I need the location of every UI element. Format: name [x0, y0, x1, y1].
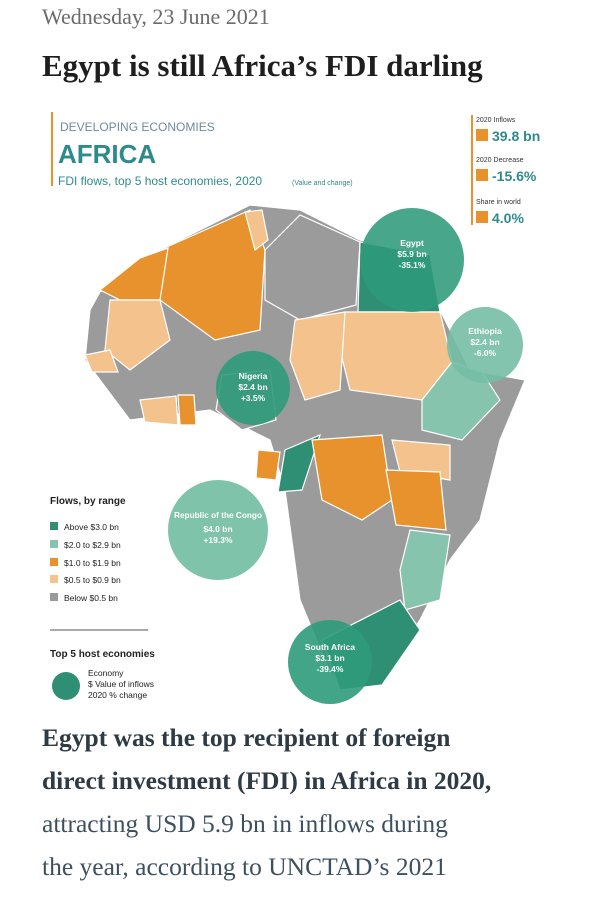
bubble-change: -6.0% — [474, 348, 497, 358]
paragraph-line: Egypt was the top recipient of foreign — [42, 723, 451, 752]
stat-label: Share in world — [476, 199, 521, 206]
region — [399, 529, 451, 611]
bubble-name: Republic of the Congo — [174, 510, 262, 520]
legend-label: $2.0 to $2.9 bn — [64, 540, 121, 550]
bubble — [216, 351, 290, 425]
stat-value: 4.0% — [492, 210, 524, 226]
region — [98, 247, 169, 301]
bubble-name: Ethiopia — [468, 326, 502, 336]
key-bubble — [52, 672, 80, 700]
heading: AFRICA — [58, 139, 156, 169]
date: Wednesday, 23 June 2021 — [42, 4, 270, 29]
bubble-value: $5.9 bn — [397, 249, 426, 259]
paragraph-line: the year, according to UNCTAD’s 2021 — [42, 852, 447, 881]
legend-label: Above $3.0 bn — [64, 522, 119, 532]
region — [311, 434, 393, 521]
stat-value: -15.6% — [492, 168, 537, 184]
key-line: Economy — [88, 668, 124, 678]
key-line: 2020 % change — [88, 690, 147, 700]
bubble-change: -35.1% — [399, 260, 426, 270]
bubble-name: Nigeria — [239, 371, 268, 381]
legend-label: $1.0 to $1.9 bn — [64, 558, 121, 568]
bubble-value: $2.4 bn — [238, 382, 267, 392]
region — [244, 209, 269, 252]
region — [104, 299, 171, 371]
region — [391, 439, 451, 481]
bubble-change: -39.4% — [317, 664, 344, 674]
stat-label: 2020 Decrease — [476, 157, 524, 164]
bubble-name: South Africa — [305, 642, 355, 652]
stat-label: 2020 Inflows — [476, 117, 516, 124]
bubble — [168, 480, 268, 580]
key-line: $ Value of inflows — [88, 679, 154, 689]
paragraph-line: attracting USD 5.9 bn in inflows during — [42, 809, 448, 838]
paragraph-line: direct investment (FDI) in Africa in 202… — [42, 766, 492, 795]
bubble-name: Egypt — [400, 238, 424, 248]
region — [385, 469, 447, 531]
subtitle-note: (Value and change) — [292, 180, 353, 187]
infographic: DEVELOPING ECONOMIES AFRICA FDI flows, t… — [50, 112, 540, 704]
region — [277, 433, 321, 493]
stat-icon — [476, 129, 488, 141]
region — [84, 349, 119, 373]
kicker: DEVELOPING ECONOMIES — [60, 120, 215, 134]
stat-icon — [476, 211, 488, 223]
legend-label: $0.5 to $0.9 bn — [64, 575, 121, 585]
bubble — [288, 620, 372, 704]
legend-title: Flows, by range — [50, 496, 126, 507]
legend-swatch — [50, 593, 58, 601]
legend-swatch — [50, 558, 58, 566]
legend-swatch — [50, 575, 58, 583]
region — [139, 395, 179, 426]
region — [289, 311, 346, 401]
bubble — [360, 208, 464, 312]
headline: Egypt is still Africa’s FDI darling — [42, 48, 483, 83]
stat-icon — [476, 169, 488, 181]
bubble-value: $3.1 bn — [315, 653, 344, 663]
region — [255, 449, 281, 481]
bubble-value: $4.0 bn — [203, 524, 232, 534]
legend-label: Below $0.5 bn — [64, 593, 118, 603]
region — [264, 214, 361, 321]
article-paragraph: Egypt was the top recipient of foreign d… — [42, 716, 491, 888]
region — [177, 394, 197, 426]
stat-value: 39.8 bn — [492, 128, 540, 144]
legend-swatch — [50, 540, 58, 548]
subtitle: FDI flows, top 5 host economies, 2020 — [58, 174, 262, 188]
legend-swatch — [50, 522, 58, 530]
bubble-value: $2.4 bn — [470, 337, 499, 347]
bubble-change: +19.3% — [203, 535, 233, 545]
bubble-change: +3.5% — [241, 393, 266, 403]
bubble — [447, 307, 523, 383]
key-title: Top 5 host economies — [50, 649, 155, 660]
